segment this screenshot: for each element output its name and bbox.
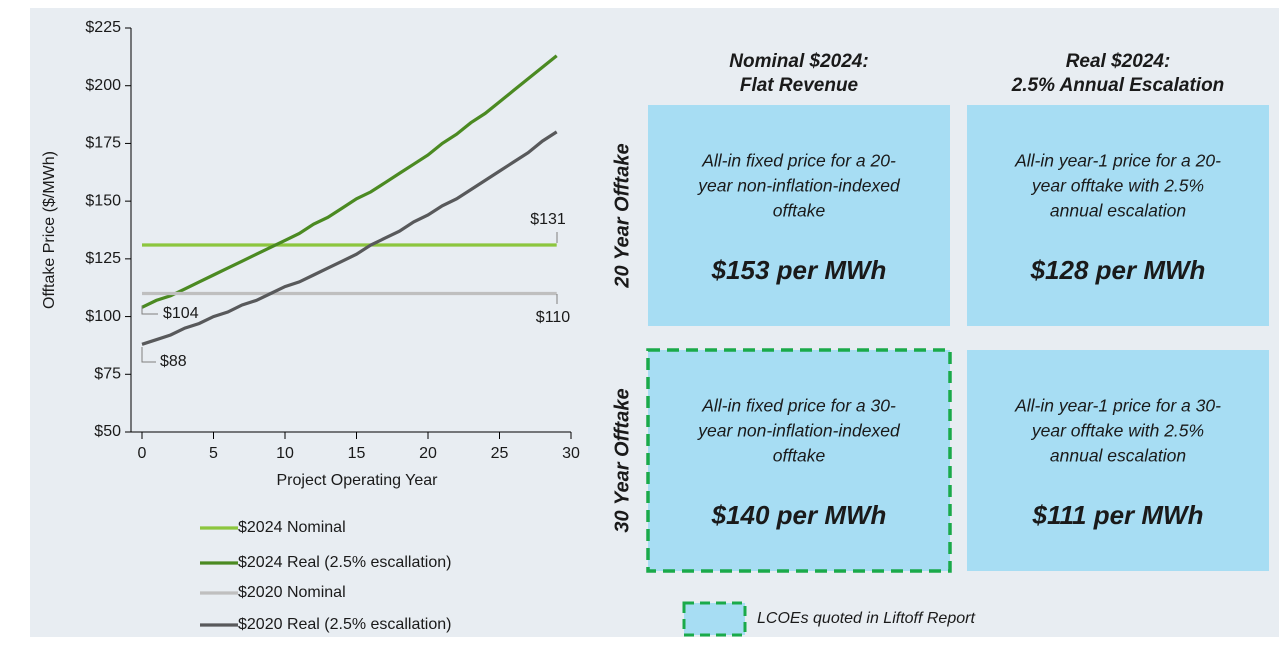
cell-description: year offtake with 2.5% <box>1031 421 1204 441</box>
y-axis-title: Offtake Price ($/MWh) <box>41 151 58 309</box>
cell-price: $153 per MWh <box>711 255 887 285</box>
cell-description: All-in year-1 price for a 20- <box>1014 151 1221 171</box>
annotation-leader <box>141 347 156 363</box>
y-tick-label: $225 <box>85 19 121 36</box>
column-header: Flat Revenue <box>740 75 859 96</box>
y-tick-label: $100 <box>85 308 121 325</box>
legend-label: $2020 Real (2.5% escallation) <box>238 616 451 633</box>
legend-label: $2024 Nominal <box>238 519 346 536</box>
x-tick-label: 15 <box>348 445 366 462</box>
x-tick-label: 10 <box>276 445 294 462</box>
y-tick-label: $200 <box>85 77 121 94</box>
annotation: $88 <box>160 353 187 370</box>
cell-description: annual escalation <box>1050 201 1186 221</box>
cell-price: $128 per MWh <box>1030 255 1206 285</box>
cell-box <box>967 350 1269 571</box>
x-tick-label: 20 <box>419 445 437 462</box>
cell-description: All-in fixed price for a 30- <box>701 396 896 416</box>
y-tick-label: $50 <box>94 423 121 440</box>
cell-box <box>646 348 952 573</box>
row-header: 20 Year Offtake <box>611 143 633 288</box>
x-tick-label: 5 <box>209 445 218 462</box>
cell-description: offtake <box>773 446 826 466</box>
legend-label: $2024 Real (2.5% escallation) <box>238 554 451 571</box>
cell-box <box>967 105 1269 326</box>
series-line <box>141 130 558 346</box>
cell-description: year offtake with 2.5% <box>1031 176 1204 196</box>
annotation-leader <box>141 306 158 315</box>
cell-description: year non-inflation-indexed <box>697 176 901 196</box>
annotation: $104 <box>163 305 199 322</box>
legend-key-box <box>682 601 747 637</box>
x-tick-label: 0 <box>138 445 147 462</box>
x-tick-label: 30 <box>562 445 580 462</box>
x-axis-title: Project Operating Year <box>277 472 439 489</box>
y-tick-label: $150 <box>85 192 121 209</box>
cell-price: $140 per MWh <box>711 500 887 530</box>
y-tick-label: $125 <box>85 250 121 267</box>
series-line <box>141 54 558 309</box>
legend-label: $2020 Nominal <box>238 584 346 601</box>
cell-description: offtake <box>773 201 826 221</box>
annotation: $110 <box>536 309 571 326</box>
cell-price: $111 per MWh <box>1032 500 1204 530</box>
column-header: Nominal $2024: <box>729 51 868 72</box>
y-tick-label: $175 <box>85 135 121 152</box>
y-tick-label: $75 <box>94 366 121 383</box>
column-header: 2.5% Annual Escalation <box>1011 75 1225 96</box>
cell-description: All-in fixed price for a 20- <box>701 151 896 171</box>
cell-description: All-in year-1 price for a 30- <box>1014 396 1221 416</box>
x-tick-label: 25 <box>491 445 509 462</box>
legend-key-label: LCOEs quoted in Liftoff Report <box>757 610 975 627</box>
cell-box <box>648 105 950 326</box>
column-header: Real $2024: <box>1066 51 1171 72</box>
cell-description: annual escalation <box>1050 446 1186 466</box>
row-header: 30 Year Offtake <box>611 388 633 532</box>
annotation: $131 <box>530 211 566 228</box>
cell-description: year non-inflation-indexed <box>697 421 901 441</box>
